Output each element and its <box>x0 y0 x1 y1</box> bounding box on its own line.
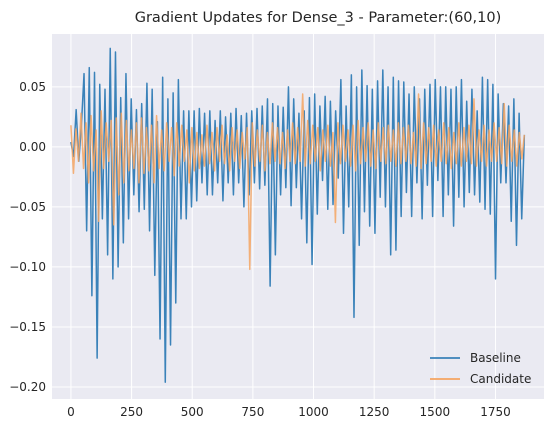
series-layer <box>70 47 526 383</box>
x-tick-label: 1750 <box>480 405 511 419</box>
x-tick-label: 1000 <box>298 405 329 419</box>
legend-label-candidate: Candidate <box>470 372 531 386</box>
y-tick-label: 0.05 <box>19 80 46 94</box>
legend-label-baseline: Baseline <box>470 351 521 365</box>
y-tick-label: 0.00 <box>19 140 46 154</box>
series-line-baseline <box>70 47 526 383</box>
y-tick-label: −0.10 <box>9 260 46 274</box>
x-tick-label: 500 <box>181 405 204 419</box>
chart-title: Gradient Updates for Dense_3 - Parameter… <box>135 10 502 26</box>
x-tick-label: 1500 <box>420 405 451 419</box>
y-tick-label: −0.05 <box>9 200 46 214</box>
tick-labels: 0 250 500 750 1000 1250 1500 1750 0.05 0.00 −0.05 −… <box>9 80 511 419</box>
legend: Baseline Candidate <box>430 351 531 386</box>
x-tick-label: 1250 <box>359 405 390 419</box>
series-line-candidate <box>70 93 526 271</box>
x-tick-label: 0 <box>67 405 75 419</box>
x-tick-label: 250 <box>120 405 143 419</box>
y-tick-label: −0.15 <box>9 320 46 334</box>
x-tick-label: 750 <box>241 405 264 419</box>
y-tick-label: −0.20 <box>9 380 46 394</box>
grid-lines <box>52 34 544 399</box>
